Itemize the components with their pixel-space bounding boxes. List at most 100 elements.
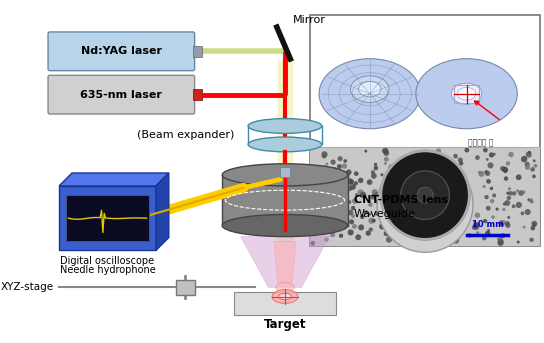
- Circle shape: [367, 181, 371, 184]
- Ellipse shape: [248, 119, 322, 133]
- Circle shape: [452, 185, 458, 191]
- Circle shape: [423, 206, 429, 211]
- Circle shape: [450, 194, 456, 200]
- Circle shape: [386, 237, 392, 243]
- Circle shape: [483, 185, 486, 188]
- Circle shape: [330, 232, 335, 237]
- Circle shape: [351, 214, 355, 218]
- Circle shape: [532, 175, 536, 178]
- Circle shape: [324, 237, 329, 242]
- Circle shape: [414, 237, 417, 240]
- Circle shape: [344, 194, 349, 199]
- Circle shape: [380, 173, 384, 176]
- Circle shape: [522, 190, 526, 194]
- Circle shape: [333, 195, 338, 200]
- Circle shape: [490, 199, 494, 203]
- Ellipse shape: [319, 59, 421, 129]
- Circle shape: [484, 195, 489, 199]
- Circle shape: [426, 203, 432, 209]
- Circle shape: [373, 190, 377, 194]
- Circle shape: [343, 159, 347, 163]
- Circle shape: [423, 185, 429, 191]
- Circle shape: [313, 231, 318, 236]
- Circle shape: [372, 189, 378, 196]
- Circle shape: [324, 216, 328, 221]
- Text: Nd:YAG laser: Nd:YAG laser: [81, 46, 162, 56]
- Circle shape: [319, 217, 325, 223]
- Circle shape: [528, 151, 531, 154]
- Circle shape: [505, 221, 510, 226]
- Bar: [193, 46, 202, 57]
- Circle shape: [349, 219, 354, 224]
- Circle shape: [492, 193, 496, 198]
- Circle shape: [397, 187, 401, 191]
- Circle shape: [403, 214, 406, 217]
- Bar: [310, 15, 540, 246]
- Circle shape: [491, 215, 495, 219]
- Circle shape: [388, 214, 392, 218]
- Circle shape: [526, 152, 532, 157]
- Circle shape: [489, 152, 494, 157]
- Circle shape: [346, 169, 351, 175]
- Circle shape: [406, 177, 409, 180]
- Circle shape: [409, 225, 413, 230]
- Circle shape: [428, 212, 434, 218]
- Circle shape: [426, 197, 432, 203]
- Circle shape: [512, 191, 516, 196]
- Bar: [66, 195, 149, 241]
- Circle shape: [381, 151, 469, 239]
- Circle shape: [374, 163, 377, 166]
- Circle shape: [512, 204, 516, 208]
- Circle shape: [451, 215, 457, 221]
- Circle shape: [311, 224, 314, 227]
- Circle shape: [403, 178, 407, 183]
- Circle shape: [373, 193, 376, 197]
- Circle shape: [416, 203, 419, 206]
- Circle shape: [421, 230, 425, 234]
- Polygon shape: [59, 173, 169, 186]
- Circle shape: [496, 208, 499, 211]
- Circle shape: [530, 167, 535, 172]
- Circle shape: [422, 221, 427, 225]
- Circle shape: [502, 167, 508, 173]
- Circle shape: [423, 168, 429, 174]
- Circle shape: [348, 187, 352, 191]
- Circle shape: [401, 171, 449, 220]
- Circle shape: [441, 206, 447, 212]
- Text: Needle hydrophone: Needle hydrophone: [60, 265, 156, 275]
- Circle shape: [344, 199, 348, 203]
- Bar: [280, 167, 289, 177]
- Circle shape: [504, 169, 508, 173]
- Ellipse shape: [416, 59, 517, 129]
- Circle shape: [394, 173, 398, 177]
- Text: XYZ-stage: XYZ-stage: [1, 282, 54, 292]
- Circle shape: [428, 221, 434, 226]
- Circle shape: [312, 193, 316, 197]
- Circle shape: [399, 163, 403, 167]
- Circle shape: [384, 231, 389, 236]
- Circle shape: [439, 213, 445, 219]
- Circle shape: [380, 218, 385, 223]
- Circle shape: [384, 222, 387, 226]
- Circle shape: [483, 148, 487, 152]
- Circle shape: [451, 232, 458, 239]
- Ellipse shape: [452, 83, 482, 104]
- Circle shape: [529, 238, 534, 242]
- Circle shape: [349, 179, 354, 184]
- Ellipse shape: [248, 137, 322, 152]
- Circle shape: [324, 165, 327, 168]
- Circle shape: [435, 193, 439, 197]
- Circle shape: [337, 164, 342, 169]
- Circle shape: [327, 221, 332, 225]
- Circle shape: [394, 218, 397, 222]
- Circle shape: [482, 236, 486, 240]
- Circle shape: [417, 227, 421, 231]
- Circle shape: [516, 189, 519, 193]
- Circle shape: [402, 213, 406, 217]
- Circle shape: [503, 202, 506, 205]
- Circle shape: [479, 171, 485, 177]
- Circle shape: [465, 147, 469, 153]
- Circle shape: [333, 167, 337, 172]
- Circle shape: [407, 229, 413, 235]
- Circle shape: [322, 151, 327, 157]
